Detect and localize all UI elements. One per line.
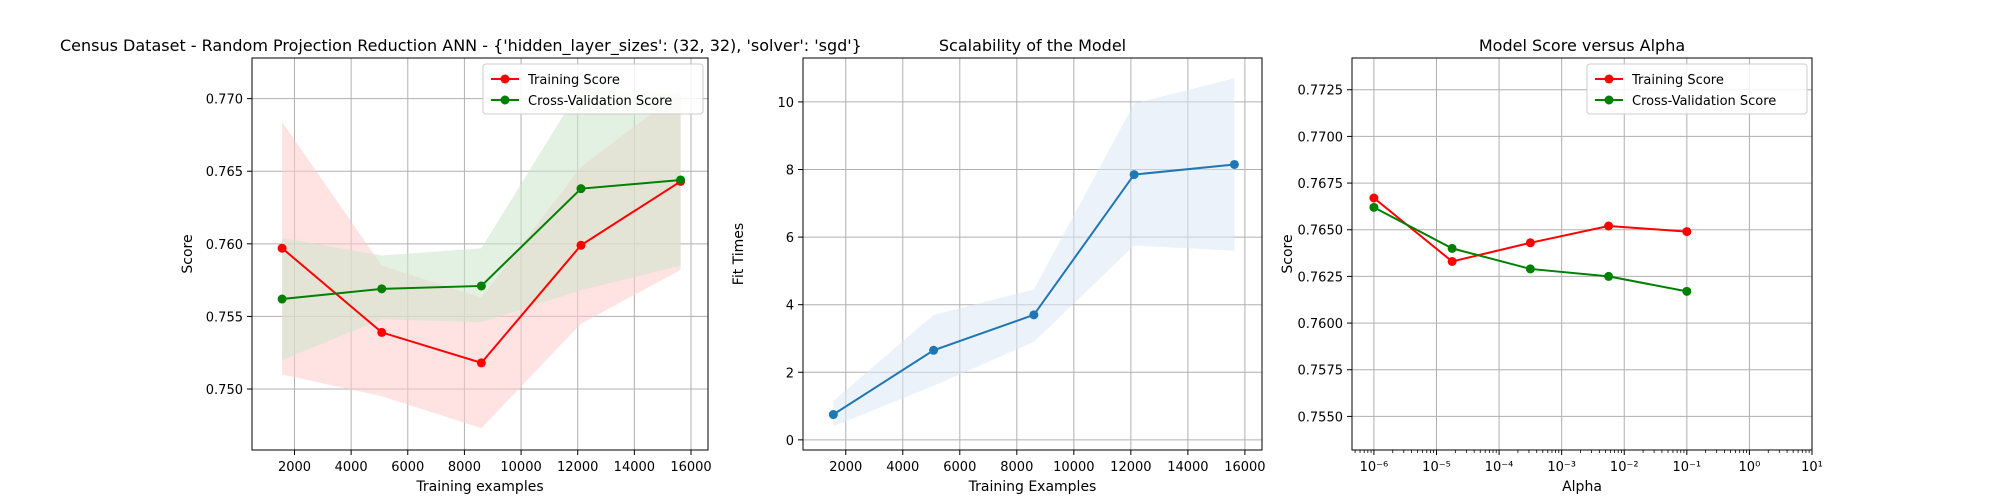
legend-marker: [500, 95, 510, 105]
x-tick-label: 10⁻⁶: [1360, 460, 1389, 475]
data-point: [929, 345, 939, 355]
data-point: [828, 410, 838, 420]
y-tick-label: 0.760: [206, 238, 243, 253]
x-tick-label: 8000: [1000, 460, 1033, 475]
data-point: [1447, 256, 1457, 266]
legend-label: Training Score: [1631, 73, 1724, 88]
y-tick-label: 6: [786, 231, 794, 246]
y-axis-label: Score: [1280, 234, 1296, 273]
y-tick-label: 0.765: [206, 165, 243, 180]
data-point: [1604, 271, 1614, 281]
scalability-chart: 2000 4000 6000 8000 10000 12000 14000 16000 0 2 4 6…: [731, 36, 1266, 495]
data-point: [476, 358, 486, 368]
x-tick-label: 14000: [1167, 460, 1208, 475]
y-tick-label: 0.7675: [1298, 177, 1344, 192]
x-tick-label: 10⁻⁴: [1485, 460, 1514, 475]
x-tick-label: 2000: [829, 460, 862, 475]
series-line-1: [1373, 206, 1688, 293]
y-tick-label: 0.770: [206, 93, 243, 108]
chart-title: Scalability of the Model: [939, 36, 1126, 55]
x-tick-label: 4000: [335, 460, 368, 475]
y-tick-label: 0: [786, 434, 794, 449]
data-point: [1682, 227, 1692, 237]
score-vs-alpha-chart: 10⁻⁶ 10⁻⁵ 10⁻⁴ 10⁻³ 10⁻² 10⁻¹ 10⁰ 10¹ 0.7550 0.75…: [1280, 36, 1823, 495]
x-tick-label: 6000: [943, 460, 976, 475]
y-tick-label: 0.7700: [1298, 130, 1344, 145]
y-tick-label: 8: [786, 164, 794, 179]
legend-label: Training Score: [527, 73, 620, 88]
x-tick-label: 14000: [614, 460, 655, 475]
y-tick-label: 2: [786, 366, 794, 381]
y-tick-label: 0.755: [206, 310, 243, 325]
x-tick-label: 8000: [448, 460, 481, 475]
y-tick-label: 0.7575: [1298, 364, 1344, 379]
confidence-band-0: [833, 78, 1235, 427]
axes-frame: [802, 57, 1263, 451]
data-point: [277, 243, 287, 253]
x-tick-label: 4000: [886, 460, 919, 475]
legend-box: [482, 63, 704, 115]
legend-box: [1586, 63, 1808, 115]
x-axis-label: Training Examples: [968, 479, 1097, 495]
y-tick-label: 0.750: [206, 383, 243, 398]
axes-frame: [1351, 57, 1813, 451]
legend-label: Cross-Validation Score: [528, 94, 672, 109]
data-point: [377, 284, 387, 294]
legend-marker: [1604, 95, 1614, 105]
x-tick-label: 2000: [278, 460, 311, 475]
data-point: [1682, 286, 1692, 296]
x-tick-label: 6000: [391, 460, 424, 475]
x-tick-label: 10000: [1053, 460, 1094, 475]
legend-marker: [1604, 74, 1614, 84]
data-point: [1029, 310, 1039, 320]
x-tick-label: 10⁻²: [1610, 460, 1639, 475]
data-point: [576, 240, 586, 250]
x-tick-label: 12000: [1110, 460, 1151, 475]
x-tick-label: 10⁰: [1739, 460, 1761, 475]
legend-marker: [500, 74, 510, 84]
x-tick-label: 10⁻¹: [1673, 460, 1702, 475]
y-tick-label: 10: [777, 96, 794, 111]
data-point: [1525, 238, 1535, 248]
axes-frame: [251, 57, 709, 451]
data-point: [1229, 159, 1239, 169]
data-point: [1604, 221, 1614, 231]
x-tick-label: 10⁻³: [1547, 460, 1576, 475]
data-point: [377, 327, 387, 337]
y-tick-label: 0.7725: [1298, 84, 1344, 99]
data-point: [277, 294, 287, 304]
x-tick-label: 10¹: [1801, 460, 1823, 475]
y-tick-label: 0.7550: [1298, 410, 1344, 425]
x-tick-label: 16000: [670, 460, 711, 475]
x-tick-label: 10000: [500, 460, 541, 475]
y-tick-label: 4: [786, 299, 794, 314]
data-point: [1369, 193, 1379, 203]
x-axis-label: Alpha: [1562, 479, 1602, 495]
data-point: [1447, 243, 1457, 253]
data-point: [576, 184, 586, 194]
data-point: [676, 175, 686, 185]
x-tick-label: 10⁻⁵: [1422, 460, 1451, 475]
data-point: [1129, 170, 1139, 180]
x-axis-label: Training examples: [415, 479, 543, 495]
legend-label: Cross-Validation Score: [1632, 94, 1776, 109]
chart-title: Model Score versus Alpha: [1479, 36, 1685, 55]
figure-title: Census Dataset - Random Projection Reduc…: [60, 36, 862, 56]
y-axis-label: Fit Times: [731, 223, 747, 285]
x-tick-label: 12000: [557, 460, 598, 475]
y-tick-label: 0.7625: [1298, 270, 1344, 285]
learning-curve-chart: 2000 4000 6000 8000 10000 12000 14000 16000 0.75…: [180, 57, 712, 495]
y-tick-label: 0.7600: [1298, 317, 1344, 332]
x-tick-label: 16000: [1224, 460, 1265, 475]
data-point: [476, 281, 486, 291]
data-point: [1369, 202, 1379, 212]
y-axis-label: Score: [180, 234, 196, 273]
y-tick-label: 0.7650: [1298, 224, 1344, 239]
data-point: [1525, 264, 1535, 274]
